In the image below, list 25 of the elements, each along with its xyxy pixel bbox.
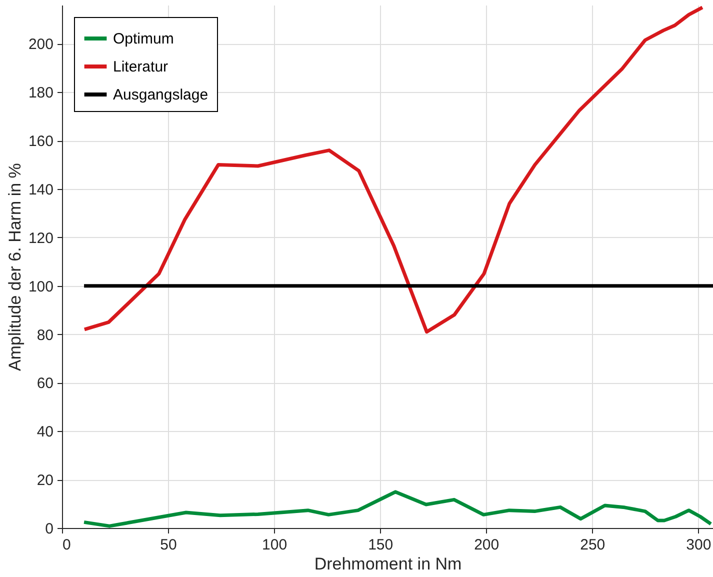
x-tick-label: 0 bbox=[62, 536, 71, 554]
line-series bbox=[82, 6, 704, 334]
x-tick-label: 100 bbox=[262, 536, 288, 554]
y-axis-title: Amplitude der 6. Harm in % bbox=[5, 163, 24, 371]
x-tick-label: 50 bbox=[160, 536, 177, 554]
y-tick-label: 20 bbox=[36, 472, 54, 490]
x-tick-label: 250 bbox=[580, 536, 606, 554]
legend-label: Optimum bbox=[113, 30, 174, 48]
legend-label: Literatur bbox=[113, 58, 168, 76]
y-tick-label: 40 bbox=[36, 424, 54, 441]
line-series bbox=[82, 490, 713, 528]
x-tick-label: 200 bbox=[474, 536, 500, 554]
x-tick-label: 300 bbox=[686, 536, 712, 554]
y-tick-label: 140 bbox=[28, 182, 54, 199]
x-tick-label: 150 bbox=[368, 536, 394, 554]
y-tick-label: 180 bbox=[28, 84, 54, 102]
legend-label: Ausgangslage bbox=[113, 86, 208, 104]
y-tick-label: 80 bbox=[36, 326, 54, 344]
y-tick-label: 0 bbox=[45, 520, 54, 538]
y-tick-label: 200 bbox=[28, 36, 54, 54]
y-tick-label: 100 bbox=[28, 278, 54, 296]
x-axis-title: Drehmoment in Nm bbox=[314, 554, 462, 574]
y-tick-label: 160 bbox=[28, 133, 54, 150]
y-tick-label: 120 bbox=[28, 230, 54, 247]
y-tick-label: 60 bbox=[36, 375, 54, 392]
